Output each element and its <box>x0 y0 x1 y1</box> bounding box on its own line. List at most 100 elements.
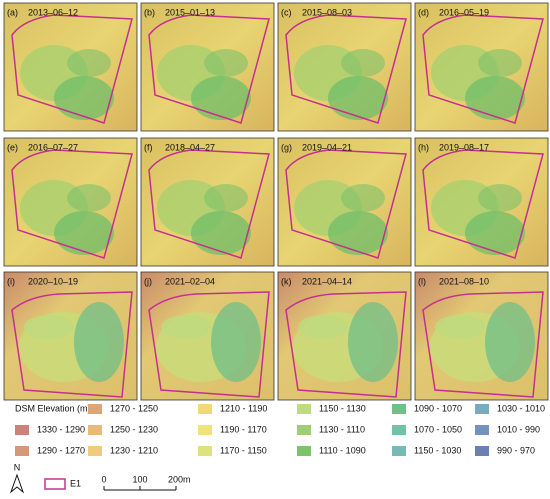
north-label: N <box>14 462 21 472</box>
legend-swatch <box>297 404 311 414</box>
panel-date: 2021–02–04 <box>165 276 215 286</box>
legend-label: 1330 - 1290 <box>37 424 85 434</box>
legend-swatch <box>15 446 29 456</box>
panel-frame <box>414 2 549 132</box>
boundary <box>11 291 133 398</box>
legend-swatch <box>88 404 102 414</box>
legend-swatch <box>475 404 489 414</box>
legend-swatch <box>475 425 489 435</box>
legend-label: 1030 - 1010 <box>497 403 545 413</box>
panel-date: 2019–08–17 <box>439 142 489 152</box>
north-symbol <box>9 473 25 494</box>
panel-date: 2018–04–27 <box>165 142 215 152</box>
panel-label: (l) <box>418 276 426 286</box>
terrain <box>348 302 398 382</box>
legend-swatch <box>475 446 489 456</box>
legend-swatch <box>392 446 406 456</box>
panel-date: 2015–08–03 <box>302 7 352 17</box>
legend-label: 1090 - 1070 <box>414 403 462 413</box>
scale-bar: 0 100 200m <box>101 474 191 491</box>
map-panel: (f) 2018–04–27 <box>140 137 275 267</box>
legend-label: 1150 - 1130 <box>319 403 366 413</box>
panel-frame <box>140 271 275 401</box>
boundary <box>422 291 544 398</box>
scale-label: 200m <box>168 474 191 484</box>
terrain <box>54 76 114 120</box>
legend-swatch <box>198 404 212 414</box>
legend-label: 1270 - 1250 <box>110 403 158 413</box>
panel-date: 2019–04–21 <box>302 142 352 152</box>
legend-swatch <box>392 404 406 414</box>
panel-date: 2020–10–19 <box>28 276 78 286</box>
terrain <box>54 211 114 255</box>
legend-swatch <box>198 446 212 456</box>
legend-label: 1210 - 1190 <box>220 403 267 413</box>
scale-label: 100 <box>132 474 147 484</box>
legend-swatch <box>297 425 311 435</box>
map-panel: (l) 2021–08–10 <box>414 271 549 401</box>
terrain <box>191 211 251 255</box>
terrain <box>161 315 211 339</box>
boundary-label: E1 <box>70 478 81 488</box>
panel-date: 2016–05–19 <box>439 7 489 17</box>
panel-date: 2015–01–13 <box>165 7 215 17</box>
panel-frame <box>140 137 275 267</box>
legend-label: 1150 - 1030 <box>414 445 461 455</box>
panel-label: (h) <box>418 142 429 152</box>
panel-label: (i) <box>7 276 15 286</box>
legend-label: 1250 - 1230 <box>110 424 158 434</box>
terrain <box>24 315 74 339</box>
panel-date: 2016–07–27 <box>28 142 78 152</box>
boundary <box>148 149 270 259</box>
terrain <box>191 76 251 120</box>
terrain <box>204 49 248 77</box>
terrain <box>67 49 111 77</box>
legend-label: 1070 - 1050 <box>414 424 462 434</box>
boundary <box>285 14 407 124</box>
terrain <box>328 76 388 120</box>
panel-label: (a) <box>7 7 18 17</box>
panel-label: (b) <box>144 7 155 17</box>
panel-label: (k) <box>281 276 292 286</box>
terrain <box>341 184 385 212</box>
terrain <box>478 49 522 77</box>
legend-label: 1170 - 1150 <box>220 445 267 455</box>
panel-frame <box>277 2 412 132</box>
terrain <box>328 211 388 255</box>
map-panel: (i) 2020–10–19 <box>3 271 138 401</box>
boundary <box>422 14 544 124</box>
legend-label: 1230 - 1210 <box>110 445 158 455</box>
panel-label: (g) <box>281 142 292 152</box>
panel-date: 2021–08–10 <box>439 276 489 286</box>
terrain <box>465 211 525 255</box>
legend-label: 1130 - 1110 <box>319 424 365 434</box>
terrain <box>67 184 111 212</box>
boundary <box>148 14 270 124</box>
terrain <box>74 302 124 382</box>
panel-frame <box>3 137 138 267</box>
terrain <box>465 76 525 120</box>
map-panel: (d) 2016–05–19 <box>414 2 549 132</box>
legend-title: DSM Elevation (m) <box>15 403 91 413</box>
boundary <box>11 149 133 259</box>
panel-frame <box>3 271 138 401</box>
panel-date: 2013–06–12 <box>28 7 78 17</box>
panel-frame <box>277 271 412 401</box>
panel-frame <box>277 137 412 267</box>
boundary <box>285 149 407 259</box>
map-panel: (e) 2016–07–27 <box>3 137 138 267</box>
map-panel: (g) 2019–04–21 <box>277 137 412 267</box>
boundary <box>285 291 407 398</box>
panel-label: (e) <box>7 142 18 152</box>
legend-label: 1010 - 990 <box>497 424 540 434</box>
legend-swatch <box>88 425 102 435</box>
map-panel: (h) 2019–08–17 <box>414 137 549 267</box>
panel-frame <box>140 2 275 132</box>
map-panel: (c) 2015–08–03 <box>277 2 412 132</box>
terrain <box>211 302 261 382</box>
map-panel: (k) 2021–04–14 <box>277 271 412 401</box>
panel-frame <box>3 2 138 132</box>
panel-label: (j) <box>144 276 152 286</box>
terrain <box>478 184 522 212</box>
legend-swatch <box>15 425 29 435</box>
